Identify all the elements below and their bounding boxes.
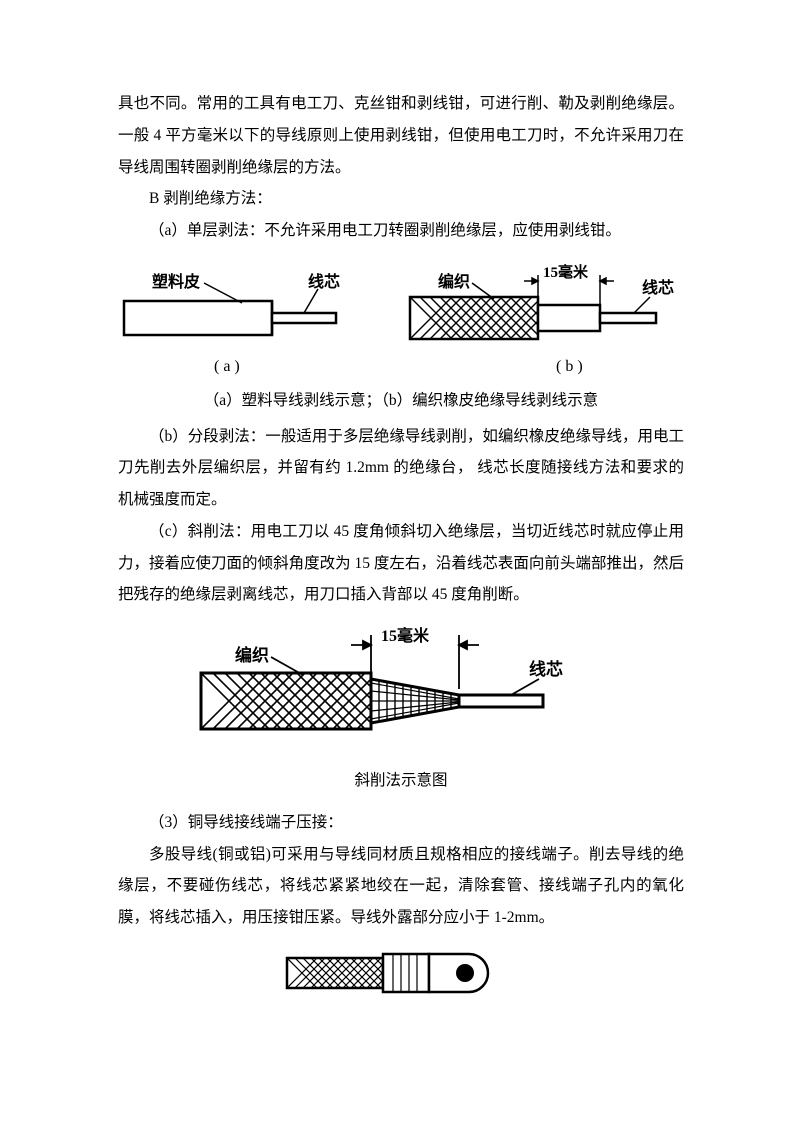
figure-2-caption: 斜削法示意图	[118, 765, 684, 797]
paragraph-intro: 具也不同。常用的工具有电工刀、克丝钳和剥线钳，可进行削、勒及剥削绝缘层。一般 4…	[118, 88, 684, 183]
paragraph-section-3-body: 多股导线(铜或铝)可采用与导线同材质且规格相应的接线端子。削去导线的绝缘层，不要…	[118, 839, 684, 934]
figure-1-right: 编织 15毫米 线芯 ( b )	[410, 263, 674, 375]
paragraph-method-heading: B 剥削绝缘方法：	[118, 183, 684, 215]
sublabel-b: ( b )	[556, 358, 583, 375]
label-core-r: 线芯	[642, 278, 674, 297]
label-core-2: 线芯	[529, 659, 563, 679]
document-page: 具也不同。常用的工具有电工刀、克丝钳和剥线钳，可进行削、勒及剥削绝缘层。一般 4…	[0, 0, 794, 1123]
figure-2: 编织 15毫米 线芯	[118, 617, 684, 763]
figure-3	[118, 940, 684, 1006]
figure-3-svg	[281, 940, 521, 1006]
sublabel-a: ( a )	[214, 358, 240, 375]
paragraph-method-b: （b）分段剥法：一般适用于多层绝缘导线剥削，如编织橡皮绝缘导线，用电工刀先削去外…	[118, 421, 684, 516]
label-braid-r: 编织	[438, 272, 470, 291]
figure-2-svg: 编织 15毫米 线芯	[191, 617, 611, 763]
label-braid-2: 编织	[235, 645, 269, 665]
label-dim-2: 15毫米	[381, 626, 430, 645]
figure-1-left: 塑料皮 线芯 ( a )	[124, 272, 340, 375]
label-dim-r: 15毫米	[543, 263, 589, 281]
paragraph-method-c: （c）斜削法：用电工刀以 45 度角倾斜切入绝缘层，当切近线芯时就应停止用力，接…	[118, 516, 684, 611]
paragraph-section-3: （3）铜导线接线端子压接：	[118, 807, 684, 839]
label-plastic: 塑料皮	[152, 272, 200, 291]
paragraph-method-a: （a）单层剥法：不允许采用电工刀转圈剥削绝缘层，应使用剥线钳。	[118, 215, 684, 247]
figure-1-svg: 塑料皮 线芯 ( a )	[118, 253, 684, 383]
figure-1: 塑料皮 线芯 ( a )	[118, 253, 684, 383]
figure-1-caption: （a）塑料导线剥线示意；（b）编织橡皮绝缘导线剥线示意	[118, 385, 684, 417]
label-core-left: 线芯	[308, 272, 340, 291]
